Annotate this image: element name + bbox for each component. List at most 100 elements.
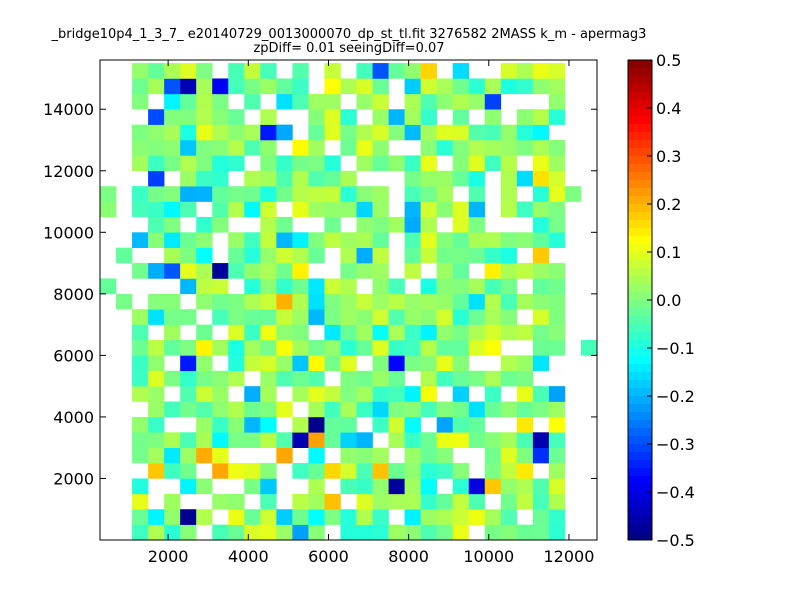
heatmap-cell [372, 340, 389, 356]
heatmap-cell [532, 401, 550, 418]
heatmap-cell [164, 232, 181, 248]
heatmap-cell [388, 355, 405, 372]
heatmap-cell [148, 232, 165, 248]
heatmap-cell [180, 78, 197, 95]
heatmap-cell [308, 509, 325, 525]
heatmap-cell [500, 170, 518, 187]
heatmap-cell [148, 401, 165, 418]
heatmap-cell [324, 186, 341, 202]
heatmap-cell [276, 324, 293, 341]
heatmap-cell [340, 186, 357, 202]
heatmap-cell [292, 232, 309, 248]
colorbar-segment [628, 228, 652, 237]
heatmap-cell [452, 432, 470, 448]
heatmap-cell [356, 493, 373, 510]
heatmap-cell [244, 324, 261, 341]
colorbar-segment [628, 356, 652, 365]
heatmap-cell [276, 124, 293, 141]
heatmap-cell [548, 493, 566, 510]
heatmap-cell [372, 109, 389, 125]
colorbar-segment [628, 172, 652, 181]
heatmap-cell [132, 355, 149, 372]
heatmap-cell [500, 232, 518, 248]
heatmap-cell [324, 432, 341, 448]
heatmap-cell [484, 247, 502, 264]
heatmap-cell [548, 524, 566, 541]
heatmap-cell [132, 447, 149, 464]
heatmap-cell [420, 293, 437, 310]
heatmap-cell [228, 201, 245, 218]
heatmap-cell [452, 109, 470, 125]
heatmap-cell [132, 263, 149, 279]
y-tick-label: 8000 [53, 285, 94, 304]
heatmap-cell [212, 370, 229, 387]
heatmap-cell [340, 478, 357, 495]
heatmap-cell [212, 293, 229, 310]
heatmap-cell [468, 509, 486, 525]
heatmap-cell [420, 170, 437, 187]
heatmap-cell [436, 524, 454, 541]
x-tick-label: 2000 [148, 547, 189, 566]
heatmap-cell [420, 509, 437, 525]
colorbar-segment [628, 316, 652, 325]
heatmap-cell [516, 447, 534, 464]
heatmap-cell [132, 124, 149, 141]
colorbar-segment [628, 364, 652, 373]
heatmap-cell [532, 278, 550, 295]
heatmap-cell [244, 509, 261, 525]
heatmap-cell [388, 493, 405, 510]
heatmap-cell [404, 216, 421, 233]
heatmap-cell [308, 416, 325, 433]
heatmap-cell [356, 201, 373, 218]
heatmap-cell [260, 340, 277, 356]
heatmap-cell [180, 355, 197, 372]
heatmap-cell [132, 78, 149, 95]
colorbar-segment [628, 252, 652, 261]
heatmap-cell [180, 370, 197, 387]
heatmap-cell [404, 447, 421, 464]
heatmap-cell [500, 355, 518, 372]
heatmap-cell [164, 324, 181, 341]
heatmap-cell [148, 293, 165, 310]
colorbar-segment [628, 156, 652, 165]
x-tick-label: 12000 [543, 547, 594, 566]
colorbar-segment [628, 116, 652, 125]
heatmap-cell [388, 524, 405, 541]
heatmap-cell [484, 478, 502, 495]
heatmap-cell [548, 216, 566, 233]
heatmap-cell [180, 140, 197, 156]
heatmap-cell [356, 216, 373, 233]
heatmap-cell [164, 463, 181, 479]
heatmap-cell [244, 186, 261, 202]
heatmap-cell [452, 293, 470, 310]
heatmap-cell [148, 386, 165, 402]
heatmap-cell [212, 201, 229, 218]
heatmap-cell [324, 155, 341, 172]
heatmap-cell [372, 278, 389, 295]
heatmap-cell [516, 370, 534, 387]
heatmap-cell [484, 124, 502, 141]
heatmap-cell [404, 170, 421, 187]
heatmap-cell [244, 355, 261, 372]
heatmap-cell [388, 463, 405, 479]
heatmap-cell [404, 155, 421, 172]
heatmap-cell [148, 155, 165, 172]
heatmap-cell [324, 63, 341, 79]
heatmap-cell [468, 278, 486, 295]
heatmap-cell [228, 463, 245, 479]
heatmap-cell [388, 63, 405, 79]
heatmap-cell [500, 401, 518, 418]
heatmap-cell [228, 263, 245, 279]
heatmap-cell [324, 463, 341, 479]
heatmap-cell [196, 247, 213, 264]
heatmap-cell [340, 340, 357, 356]
heatmap-cell [292, 201, 309, 218]
heatmap-cell [532, 324, 550, 341]
y-axis: 2000 4000 6000 8000 10000 12000 14000 [43, 100, 597, 488]
heatmap-cell [164, 216, 181, 233]
heatmap-cell [532, 355, 550, 372]
heatmap-cell [132, 478, 149, 495]
heatmap-cell [260, 493, 277, 510]
heatmap-cell [532, 232, 550, 248]
plot-area-frame [99, 59, 598, 541]
